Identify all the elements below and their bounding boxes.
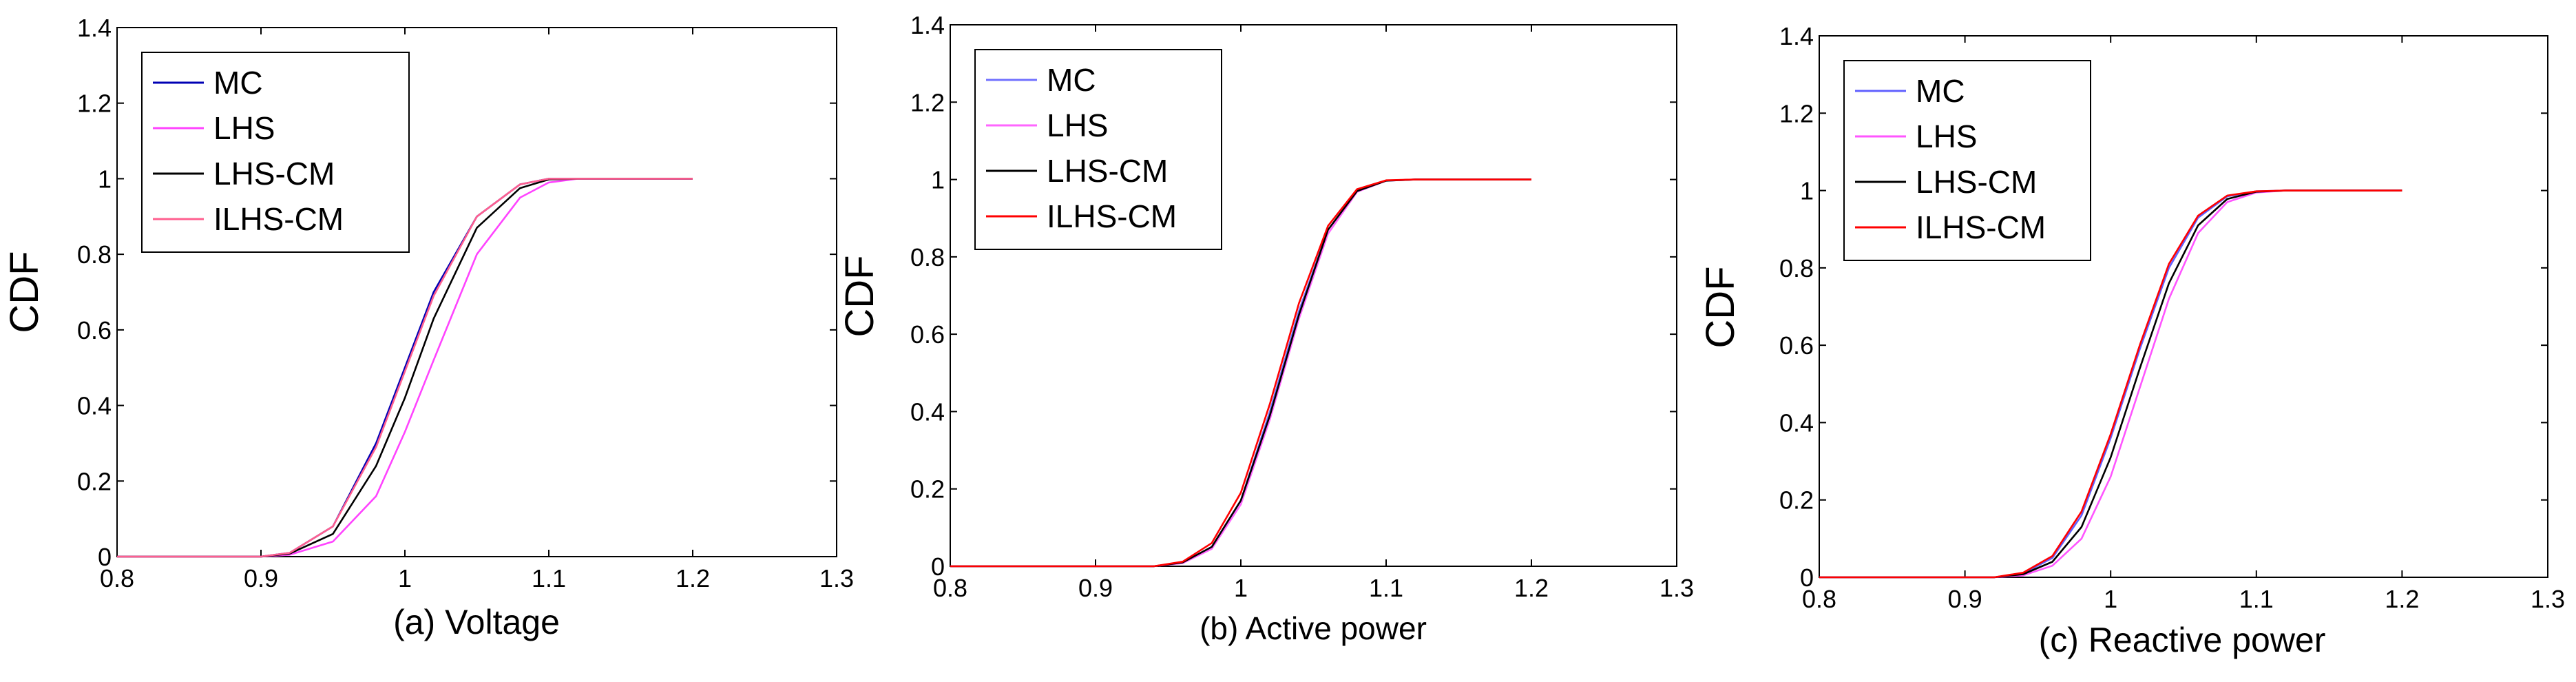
- y-axis-label: CDF: [2, 251, 47, 333]
- x-tick-label: 0.9: [244, 564, 278, 592]
- y-tick-label: 1: [98, 165, 112, 193]
- y-tick-label: 1.4: [1779, 22, 1814, 50]
- y-tick-label: 1: [1800, 177, 1814, 205]
- x-tick-label: 1.3: [1659, 574, 1694, 602]
- y-tick-label: 0.8: [1779, 254, 1814, 282]
- legend: MC LHS LHS-CM ILHS-CM: [974, 49, 1222, 250]
- legend-label: LHS-CM: [213, 156, 335, 192]
- x-tick-label: 1.3: [2531, 585, 2565, 613]
- y-tick-label: 0.6: [910, 320, 945, 349]
- y-tick-label: 1.2: [77, 90, 112, 118]
- x-tick-label: 0.8: [933, 574, 967, 602]
- legend-label: LHS: [1047, 107, 1108, 143]
- x-tick-label: 1: [1234, 574, 1248, 602]
- x-tick-label: 1: [2104, 585, 2117, 613]
- series-line-lhs: [117, 178, 693, 558]
- legend-label: LHS-CM: [1047, 153, 1168, 189]
- x-tick-label: 1.3: [819, 564, 854, 592]
- y-tick-label: 0: [98, 543, 112, 571]
- legend: MC LHS LHS-CM ILHS-CM: [1843, 60, 2091, 261]
- x-tick-label: 1: [398, 564, 412, 592]
- y-tick-label: 0: [931, 552, 945, 581]
- x-tick-label: 0.8: [1802, 585, 1836, 613]
- y-tick-label: 0.6: [1779, 331, 1814, 360]
- y-tick-label: 0.2: [910, 475, 945, 504]
- y-tick-label: 1.4: [910, 11, 945, 39]
- series-line-ilhs-cm: [950, 178, 1531, 568]
- legend-label: LHS: [213, 110, 275, 146]
- y-tick-label: 0.8: [77, 240, 112, 269]
- panel-caption: (c) Reactive power: [2039, 621, 2326, 659]
- y-axis-label: CDF: [837, 255, 882, 337]
- y-axis-label: CDF: [1698, 266, 1743, 348]
- legend: MC LHS LHS-CM ILHS-CM: [141, 52, 410, 253]
- x-tick-label: 1.2: [2385, 585, 2419, 613]
- x-tick-label: 1.1: [2239, 585, 2274, 613]
- y-tick-label: 0.6: [77, 316, 112, 344]
- legend-label: LHS-CM: [1916, 164, 2037, 200]
- legend-label: ILHS-CM: [213, 201, 344, 237]
- y-tick-label: 0.4: [910, 397, 945, 426]
- panel-caption: (a) Voltage: [393, 603, 560, 641]
- chart-panel-3: 0.8 0.9 1 1.1 1.2 1.3 0 0.2 0.4 0.6 0.8 1 1.2 1.4 MC LH…: [1698, 22, 2565, 659]
- legend-label: LHS: [1916, 118, 1977, 154]
- legend-label: MC: [213, 65, 263, 101]
- y-tick-label: 1.2: [910, 88, 945, 116]
- legend-label: ILHS-CM: [1916, 209, 2046, 245]
- x-tick-label: 1.2: [1514, 574, 1549, 602]
- chart-panel-1: 0.8 0.9 1 1.1 1.2 1.3 0 0.2 0.4 0.6 0.8 1 1.2 1.4 MC LH…: [2, 14, 854, 641]
- series-line-ilhs-cm: [1819, 189, 2402, 579]
- legend-label: ILHS-CM: [1047, 198, 1177, 234]
- x-tick-label: 0.8: [100, 564, 134, 592]
- y-tick-label: 0.4: [77, 392, 112, 420]
- y-tick-label: 0: [1800, 564, 1814, 592]
- x-tick-label: 0.9: [1948, 585, 1982, 613]
- panel-caption: (b) Active power: [1200, 610, 1427, 646]
- y-tick-label: 1: [931, 166, 945, 194]
- series-line-ilhs-cm: [117, 178, 693, 558]
- legend-label: MC: [1047, 62, 1096, 98]
- x-tick-label: 1.2: [676, 564, 710, 592]
- x-tick-label: 1.1: [1369, 574, 1403, 602]
- x-tick-label: 0.9: [1078, 574, 1113, 602]
- y-tick-label: 1.2: [1779, 99, 1814, 127]
- x-tick-label: 1.1: [532, 564, 566, 592]
- y-tick-label: 1.4: [77, 14, 112, 42]
- legend-label: MC: [1916, 73, 1965, 109]
- y-tick-label: 0.2: [1779, 486, 1814, 515]
- y-tick-label: 0.4: [1779, 409, 1814, 437]
- chart-panel-2: 0.8 0.9 1 1.1 1.2 1.3 0 0.2 0.4 0.6 0.8 1 1.2 1.4 MC LH…: [837, 11, 1694, 646]
- y-tick-label: 0.8: [910, 243, 945, 271]
- y-tick-label: 0.2: [77, 467, 112, 495]
